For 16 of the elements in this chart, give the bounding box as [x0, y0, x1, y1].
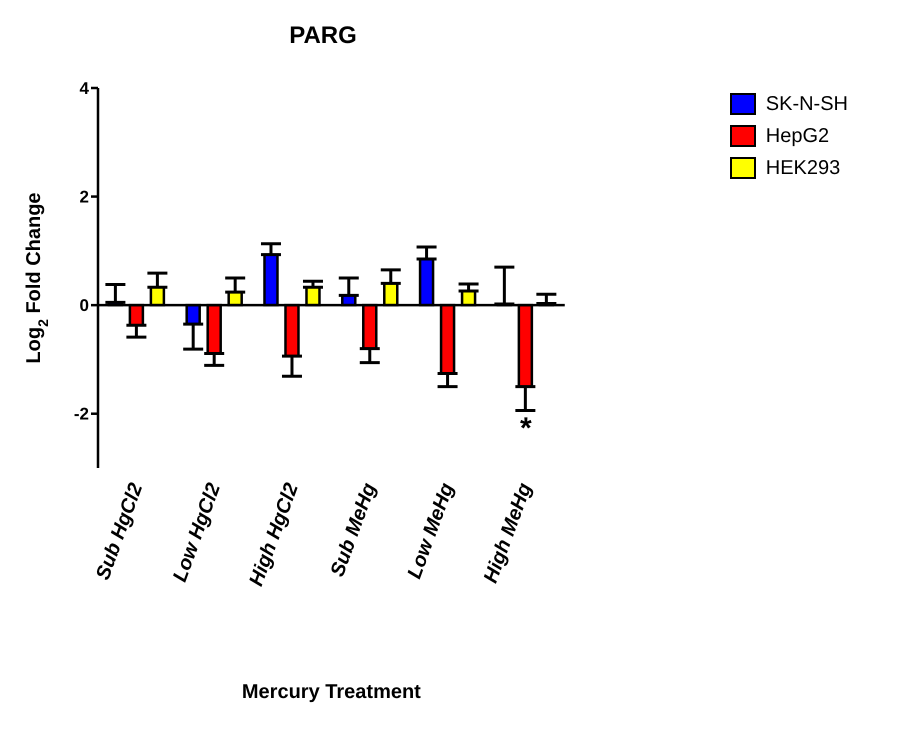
y-tick-label: 0 [80, 296, 89, 316]
legend-label: SK-N-SH [766, 92, 848, 116]
y-tick-label: -2 [74, 404, 89, 424]
y-tick-label: 4 [80, 79, 90, 98]
x-tick-label: High MeHg [480, 480, 536, 586]
legend-label: HepG2 [766, 124, 830, 148]
chart-title: PARG [288, 22, 358, 50]
x-tick-label: Low MeHg [404, 480, 458, 582]
x-tick-label: Sub MeHg [326, 480, 381, 580]
annotation: * [520, 412, 532, 445]
x-tick-label: Sub HgCl2 [92, 480, 148, 583]
x-tick-label: Low HgCl2 [169, 480, 226, 585]
x-tick-label: High HgCl2 [245, 480, 303, 590]
y-tick-label: 2 [80, 188, 89, 207]
x-axis-title: Mercury Treatment [242, 681, 422, 703]
legend-label: HEK293 [766, 156, 840, 180]
